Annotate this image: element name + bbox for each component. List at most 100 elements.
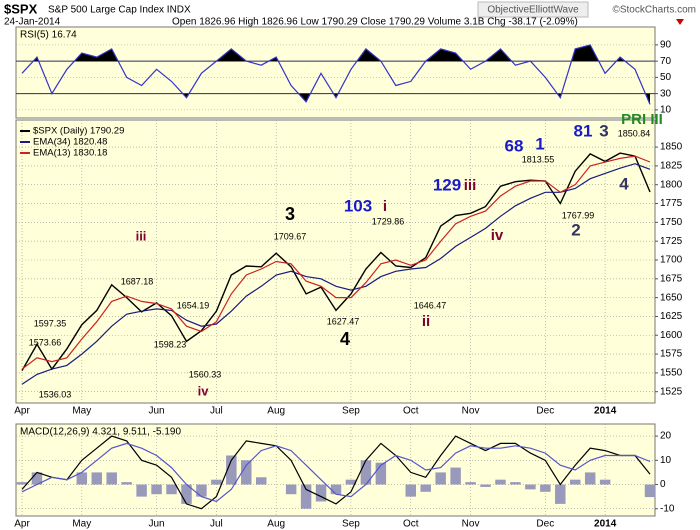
annotation: 1 [535,134,544,153]
annotation: 129 [433,175,461,194]
histogram-bar [644,484,656,498]
y-tick-label: 1650 [660,292,683,303]
histogram-bar [136,484,147,497]
histogram-bar [510,482,521,485]
histogram-bar [360,460,372,485]
histogram-bar [226,455,237,485]
x-tick-label: Jul [210,519,223,530]
y-tick-label: 1575 [660,349,683,360]
y-tick-label: 1825 [660,161,683,172]
date: 24-Jan-2014 [4,17,61,28]
annotation: 1813.55 [522,154,555,164]
y-tick-label: 1725 [660,236,683,247]
annotation: 1850.84 [618,128,651,138]
y-tick-label: 10 [660,455,672,466]
y-tick-label: 0 [660,479,666,490]
x-tick-label: Aug [267,519,285,530]
y-tick-label: 90 [660,40,672,51]
author: ObjectiveElliottWave [487,5,579,16]
legend-label: EMA(34) 1820.48 [33,137,107,148]
level-fill [22,93,650,105]
histogram-bar [241,460,252,485]
y-tick-label: 1550 [660,368,683,379]
histogram-bar [599,479,611,485]
panel-title: MACD(12,26,9) 4.321, 9.511, -5.190 [20,427,181,438]
symbol: $SPX [4,1,38,16]
down-arrow [676,19,684,25]
annotation: 1767.99 [562,210,595,220]
x-tick-label: Jun [149,519,165,530]
x-tick-label: Jun [149,406,165,417]
x-tick-label: Apr [14,519,30,530]
histogram-bar [196,484,207,497]
histogram-bar [435,472,446,485]
quote: Open 1826.96 High 1826.96 Low 1790.29 Cl… [172,17,578,28]
annotation: 103 [344,196,372,215]
legend-label: $SPX (Daily) 1790.29 [33,126,124,137]
x-tick-label: Dec [536,406,554,417]
series-line [21,44,651,105]
histogram-bar [285,484,297,495]
x-tick-label: 2014 [594,406,617,417]
x-tick-label: Aug [267,406,285,417]
y-tick-label: 10 [660,105,672,116]
annotation: 68 [505,136,524,155]
histogram-bar [256,477,267,485]
annotation: 4 [340,329,350,349]
y-tick-label: 1625 [660,311,683,322]
histogram-bar [555,484,566,504]
histogram-bar [405,484,416,497]
histogram-bar [181,484,192,504]
y-tick-label: -10 [660,503,675,514]
histogram-bar [166,484,177,495]
panel [15,26,656,119]
annotation: iii [136,228,147,243]
histogram-bar [330,484,342,495]
annotation: iii [464,177,477,194]
x-tick-label: Oct [403,519,419,530]
y-tick-label: 1850 [660,142,683,153]
y-tick-label: 1700 [660,255,683,266]
annotation: ii [422,313,430,330]
histogram-bar [315,484,327,502]
x-tick-label: Oct [403,406,419,417]
annotation: 1560.33 [189,369,222,379]
annotation: 1646.47 [414,300,447,310]
series-line [21,155,651,370]
annotation: 3 [285,204,295,224]
histogram-bar [375,462,387,485]
annotation: 81 [574,121,593,140]
y-tick-label: 1775 [660,198,683,209]
series-line [21,163,651,385]
x-tick-label: Dec [536,519,554,530]
source: ©StockCharts.com [612,5,696,16]
histogram-bar [300,484,312,509]
histogram-bar [420,484,431,492]
histogram-bar [345,479,357,485]
y-tick-label: 1800 [660,179,683,190]
histogram-bar [540,484,551,492]
y-tick-label: 1525 [660,386,683,397]
annotation: 1573.66 [29,337,62,347]
histogram-bar [570,479,581,485]
annotation: 1536.03 [39,389,72,399]
histogram-bar [480,484,491,487]
series-line [21,442,651,503]
y-tick-label: 20 [660,431,672,442]
annotation: 3 [599,121,608,140]
histogram-bar [16,482,28,485]
histogram-bar [525,484,536,490]
histogram-bar [106,472,117,485]
histogram-bar [31,472,43,485]
annotation: PRI III [621,111,663,128]
x-tick-label: Nov [462,519,480,530]
histogram-bar [465,482,476,485]
x-tick-label: Sep [342,519,360,530]
annotation: iv [491,227,504,244]
y-tick-label: 30 [660,88,672,99]
histogram-bar [121,482,132,485]
annotation: 1598.23 [154,339,187,349]
histogram-bar [495,479,506,485]
y-tick-label: 1600 [660,330,683,341]
